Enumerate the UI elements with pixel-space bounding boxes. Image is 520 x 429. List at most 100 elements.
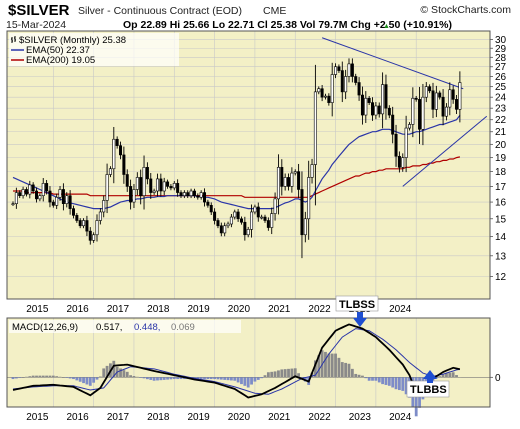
- macd-hist-bar: [11, 377, 15, 380]
- price-x-tick-label: 2024: [389, 304, 412, 315]
- candle-body: [344, 76, 348, 93]
- macd-hist-bar: [159, 377, 163, 381]
- macd-hist-bar: [169, 377, 173, 380]
- price-panel: [7, 31, 490, 299]
- candle-body: [135, 177, 139, 190]
- macd-hist-bar: [364, 377, 368, 379]
- candle-body: [149, 178, 153, 193]
- price-y-tick-label: 15: [495, 214, 507, 225]
- symbol-title: $SILVER: [8, 2, 70, 19]
- candle-body: [317, 88, 321, 93]
- price-y-tick-label: 28: [495, 53, 507, 64]
- candle-body: [35, 190, 39, 200]
- price-y-tick-label: 25: [495, 82, 507, 93]
- candle-body: [31, 184, 35, 192]
- macd-hist-bar: [240, 377, 243, 385]
- candle-body: [236, 211, 240, 220]
- macd-x-tick-label: 2022: [308, 412, 331, 423]
- macd-hist-bar: [293, 368, 297, 378]
- candle-body: [253, 206, 257, 213]
- price-y-tick-label: 17: [495, 182, 507, 193]
- macd-hist-bar: [45, 375, 48, 378]
- macd-hist-bar: [314, 360, 317, 378]
- candle-body: [428, 86, 432, 92]
- macd-hist-bar: [219, 377, 223, 380]
- candle-body: [216, 220, 220, 227]
- candle-body: [98, 211, 102, 221]
- candle-body: [266, 220, 270, 228]
- candle-body: [223, 225, 227, 234]
- price-y-tick-label: 14: [495, 232, 507, 243]
- macd-hist-bar: [451, 372, 455, 378]
- macd-hist-bar: [206, 377, 210, 380]
- candle-body: [411, 97, 415, 125]
- candle-body: [122, 154, 126, 175]
- macd-hist-bar: [250, 377, 253, 385]
- lower-trendline: [402, 115, 488, 187]
- macd-hist-bar: [377, 377, 381, 383]
- price-y-tick-label: 26: [495, 72, 507, 83]
- candle-body: [229, 216, 233, 225]
- macd-hist-bar: [85, 377, 89, 385]
- macd-hist-bar: [156, 377, 159, 381]
- candle-body: [270, 213, 274, 228]
- candle-body: [176, 183, 180, 193]
- upper-trendline: [321, 37, 464, 90]
- price-y-tick-label: 23: [495, 104, 507, 115]
- macd-hist-bar: [35, 375, 38, 378]
- macd-hist-bar: [216, 377, 220, 380]
- candle-body: [92, 234, 96, 241]
- macd-hist-bar: [135, 376, 139, 378]
- symbol-description: Silver - Continuous Contract (EOD): [78, 5, 242, 17]
- candle-body: [169, 186, 173, 189]
- candle-body: [65, 195, 69, 205]
- tlbss-callout: TLBSS: [335, 295, 379, 327]
- candle-body: [297, 171, 301, 190]
- macd-line: [12, 323, 461, 399]
- candle-body: [397, 155, 401, 168]
- macd-hist-bar: [68, 377, 72, 379]
- candle-body: [155, 178, 159, 192]
- macd-hist-bar: [55, 376, 59, 378]
- macd-hist-bar: [21, 377, 25, 378]
- price-y-tick-label: 27: [495, 62, 507, 73]
- macd-hist-bar: [300, 377, 304, 379]
- macd-x-tick-label: 2020: [228, 412, 251, 423]
- macd-hist-bar: [387, 377, 391, 386]
- price-y-tick-label: 24: [495, 93, 507, 104]
- candle-body: [199, 192, 203, 198]
- macd-legend-value: 0.517,: [96, 322, 122, 333]
- macd-hist-bar: [65, 377, 69, 378]
- macd-lines: [12, 323, 461, 399]
- macd-hist-bar: [28, 376, 32, 378]
- candle-body: [418, 99, 422, 130]
- macd-hist-bar: [391, 377, 395, 388]
- candle-body: [334, 66, 338, 75]
- macd-hist-bar: [38, 375, 42, 378]
- macd-hist-bar: [25, 376, 28, 378]
- candle-body: [377, 105, 381, 115]
- candle-body: [41, 183, 45, 196]
- tlbss-arrow-icon: [353, 312, 367, 327]
- candle-body: [145, 167, 149, 180]
- macd-legend-label: MACD(12,26,9): [12, 322, 78, 333]
- macd-hist-bar: [398, 377, 401, 391]
- macd-hist-bar: [337, 357, 341, 378]
- price-x-tick-label: 2022: [308, 304, 331, 315]
- candle-body: [340, 70, 344, 93]
- macd-hist-bar: [62, 377, 65, 378]
- candle-legend-icon: [11, 36, 16, 43]
- macd-hist-bar: [371, 377, 374, 381]
- macd-hist-bar: [51, 375, 55, 378]
- macd-x-tick-label: 2016: [67, 412, 90, 423]
- macd-hist-bar: [48, 375, 52, 378]
- candle-body: [219, 225, 223, 234]
- macd-hist-bar: [78, 377, 82, 382]
- macd-x-tick-label: 2018: [147, 412, 170, 423]
- macd-x-tick-label: 2023: [349, 412, 372, 423]
- candle-body: [441, 96, 445, 117]
- macd-hist-bar: [209, 377, 213, 380]
- tlbss-label: TLBSS: [339, 299, 375, 311]
- candle-body: [364, 97, 368, 116]
